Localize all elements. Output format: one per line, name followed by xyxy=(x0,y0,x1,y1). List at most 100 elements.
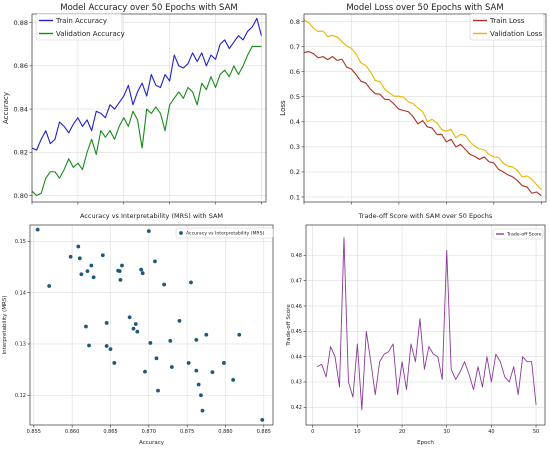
y-tick-label: 0.14 xyxy=(15,290,26,296)
y-tick-label: 0.6 xyxy=(290,68,300,76)
chart-title: Model Loss over 50 Epochs with SAM xyxy=(346,3,503,13)
series-line-1 xyxy=(316,237,537,411)
y-axis-label: Accuracy xyxy=(2,92,10,124)
x-tick-label: 0 xyxy=(311,429,314,435)
x-axis-label: Epoch xyxy=(417,440,434,446)
x-tick-label: 0.865 xyxy=(103,429,117,435)
scatter-point xyxy=(85,269,90,274)
scatter-point xyxy=(100,253,105,258)
legend-label: Accuracy vs Interpretability (MRS) xyxy=(186,231,265,237)
scatter-point xyxy=(186,361,191,365)
y-axis-label: Loss xyxy=(279,100,287,116)
scatter-point xyxy=(194,368,199,373)
scatter-point xyxy=(200,408,205,413)
y-tick-label: 0.1 xyxy=(290,193,300,201)
y-tick-label: 0.86 xyxy=(14,62,28,70)
y-tick-label: 0.5 xyxy=(290,93,300,101)
legend-box xyxy=(492,228,544,240)
x-tick-label: 50 xyxy=(533,429,539,435)
plot-area xyxy=(304,14,546,202)
scatter-point xyxy=(146,229,151,234)
chart-panel-4: 0.42 0.43 0.44 0.45 0.46 0.47 0.48 0 10 20 30 40 50 T… xyxy=(286,212,546,446)
series-line-1 xyxy=(31,17,262,151)
y-tick-label: 0.4 xyxy=(290,118,300,126)
chart-title: Accuracy vs Interpretability (MRS) with … xyxy=(80,212,223,220)
scatter-point xyxy=(135,329,140,334)
chart-title: Trade-off Score with SAM over 50 Epochs xyxy=(358,212,493,220)
scatter-point xyxy=(89,263,94,268)
y-tick-label: 0.44 xyxy=(291,354,302,360)
x-tick-label: 10 xyxy=(354,429,360,435)
scatter-point xyxy=(108,347,113,352)
scatter-point xyxy=(168,338,173,343)
y-tick-label: 0.13 xyxy=(15,342,26,348)
scatter-point xyxy=(140,271,145,276)
scatter-point xyxy=(196,382,201,387)
x-tick-label: 0.870 xyxy=(142,429,156,435)
scatter-point xyxy=(156,388,160,393)
scatter-point xyxy=(153,259,157,264)
scatter-point xyxy=(210,370,215,375)
y-tick-label: 0.80 xyxy=(14,192,28,200)
scatter-point xyxy=(204,332,209,337)
x-tick-label: 0.855 xyxy=(27,429,41,435)
scatter-point xyxy=(237,332,242,337)
scatter-point xyxy=(87,343,91,348)
plot-frame xyxy=(31,13,267,203)
y-tick-label: 0.3 xyxy=(290,143,300,151)
x-tick-label: 20 xyxy=(399,429,405,435)
x-tick-label: 0.860 xyxy=(65,429,79,435)
scatter-point xyxy=(139,267,144,272)
scatter-point xyxy=(112,361,117,365)
x-tick-label: 30 xyxy=(444,429,450,435)
legend-box xyxy=(35,13,123,41)
y-tick-label: 0.82 xyxy=(14,149,28,157)
y-tick-label: 0.2 xyxy=(290,168,300,176)
scatter-point xyxy=(199,393,203,398)
scatter-point xyxy=(120,263,124,268)
chart-panel-3: 0.12 0.13 0.14 0.15 0.855 0.860 0.865 0.870 0.87… xyxy=(2,212,274,446)
legend: Accuracy vs Interpretability (MRS) xyxy=(175,227,274,239)
scatter-point xyxy=(117,269,122,274)
x-axis-label: Accuracy xyxy=(139,440,165,446)
chart-title: Model Accuracy over 50 Epochs with SAM xyxy=(60,3,238,13)
scatter-point xyxy=(77,256,82,261)
scatter-point xyxy=(231,377,236,382)
legend-box xyxy=(469,13,545,41)
plot-area xyxy=(306,225,545,425)
x-tick-label: 0.885 xyxy=(257,429,271,435)
scatter-point xyxy=(84,324,88,329)
scatter-point xyxy=(47,284,52,288)
x-tick-label: 40 xyxy=(488,429,494,435)
scatter-point xyxy=(91,275,96,280)
scatter-point xyxy=(169,365,174,369)
scatter-point xyxy=(131,326,136,331)
y-tick-label: 0.48 xyxy=(291,253,302,259)
legend-label: Trade-off Score xyxy=(506,232,542,238)
legend-label: Validation Loss xyxy=(490,30,542,38)
scatter-point xyxy=(189,280,193,285)
scatter-point xyxy=(177,318,182,323)
scatter-point xyxy=(118,277,123,282)
y-tick-label: 0.46 xyxy=(291,304,302,310)
y-tick-label: 0.43 xyxy=(291,380,302,386)
y-axis-label: Trade-off Score xyxy=(286,304,292,347)
legend: Train Loss Validation Loss xyxy=(469,13,545,41)
scatter-point xyxy=(104,344,109,348)
legend-label: Train Loss xyxy=(489,17,525,25)
series-line-1 xyxy=(303,51,542,197)
scatter-point xyxy=(68,254,73,259)
legend: Train Accuracy Validation Accuracy xyxy=(35,13,125,41)
y-tick-label: 0.47 xyxy=(291,278,302,284)
x-tick-label: 0.875 xyxy=(180,429,194,435)
plot-frame xyxy=(305,224,546,426)
legend-box xyxy=(175,227,274,239)
legend-label: Train Accuracy xyxy=(55,17,107,25)
scatter-point xyxy=(162,282,167,287)
legend-marker xyxy=(179,231,183,235)
legend: Trade-off Score xyxy=(492,228,544,240)
plot-area xyxy=(32,14,266,202)
scatter-point xyxy=(79,272,84,277)
y-tick-label: 0.15 xyxy=(15,239,26,245)
